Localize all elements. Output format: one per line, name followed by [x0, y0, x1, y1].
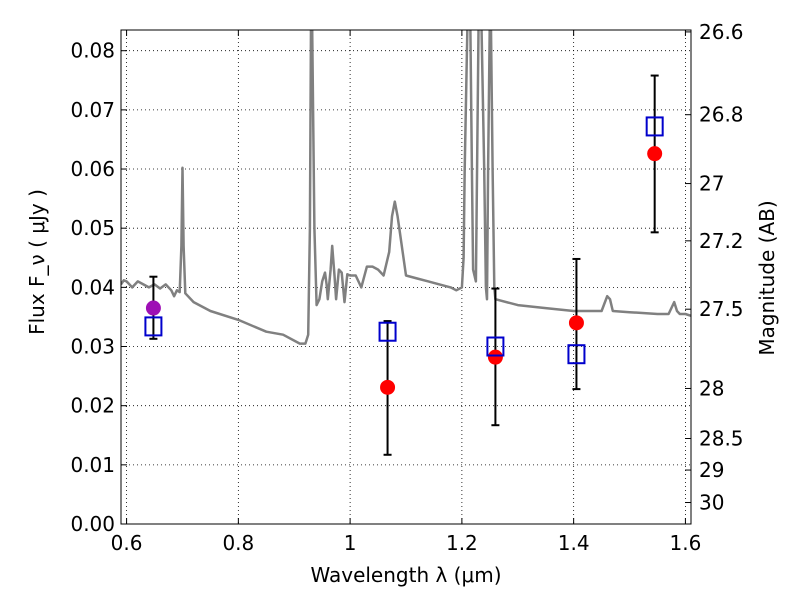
plot-background	[121, 30, 691, 524]
y-tick-label: 0.08	[70, 39, 115, 63]
y2-tick-label: 30	[699, 491, 724, 515]
y-tick-label: 0.00	[70, 512, 115, 536]
y-tick-label: 0.05	[70, 216, 115, 240]
y2-tick-label: 27.2	[699, 229, 744, 253]
data-point-square	[486, 336, 505, 357]
x-axis: 0.6 0.8 1 1.2 1.4 1.6	[111, 30, 702, 555]
data-point-circle	[647, 146, 663, 162]
plot-frame	[120, 29, 692, 525]
data-point-square	[378, 321, 397, 342]
y2-tick-label: 27.5	[699, 297, 744, 321]
data-point-square	[144, 316, 163, 337]
y-axis-label: Flux F_ν ( μJy )	[25, 189, 49, 335]
y-axis: 0.00 0.01 0.02 0.03 0.04 0.05 0.06 0.07 0.08	[70, 39, 127, 536]
y-tick-label: 0.02	[70, 394, 115, 418]
y2-tick-label: 26.6	[699, 20, 744, 44]
data-point-square	[645, 116, 664, 137]
x-tick-label: 0.6	[111, 531, 143, 555]
data-point-square	[567, 344, 586, 365]
x-tick-label: 0.8	[222, 531, 254, 555]
data-point-circle	[487, 349, 503, 365]
data-point-circle	[380, 379, 396, 395]
y2-axis: 26.6 26.8 27 27.2 27.5 28 28.5 29 30	[685, 20, 744, 515]
y2-tick-label: 27	[699, 172, 724, 196]
data-point-circle	[145, 300, 161, 316]
y2-tick-label: 28	[699, 376, 724, 400]
y2-tick-label: 29	[699, 458, 724, 482]
y-tick-label: 0.07	[70, 98, 115, 122]
x-axis-label: Wavelength λ (μm)	[310, 563, 501, 587]
data-point-circle	[568, 315, 584, 331]
plot-area	[121, 30, 691, 456]
x-tick-label: 1	[344, 531, 357, 555]
x-tick-label: 1.6	[670, 531, 702, 555]
x-tick-label: 1.2	[446, 531, 478, 555]
x-tick-label: 1.4	[558, 531, 590, 555]
y-tick-label: 0.06	[70, 157, 115, 181]
y2-tick-label: 28.5	[699, 426, 744, 450]
y-tick-label: 0.04	[70, 275, 115, 299]
y-tick-label: 0.03	[70, 335, 115, 359]
y2-axis-label: Magnitude (AB)	[755, 200, 779, 355]
y2-tick-label: 26.8	[699, 103, 744, 127]
y-tick-label: 0.01	[70, 453, 115, 477]
